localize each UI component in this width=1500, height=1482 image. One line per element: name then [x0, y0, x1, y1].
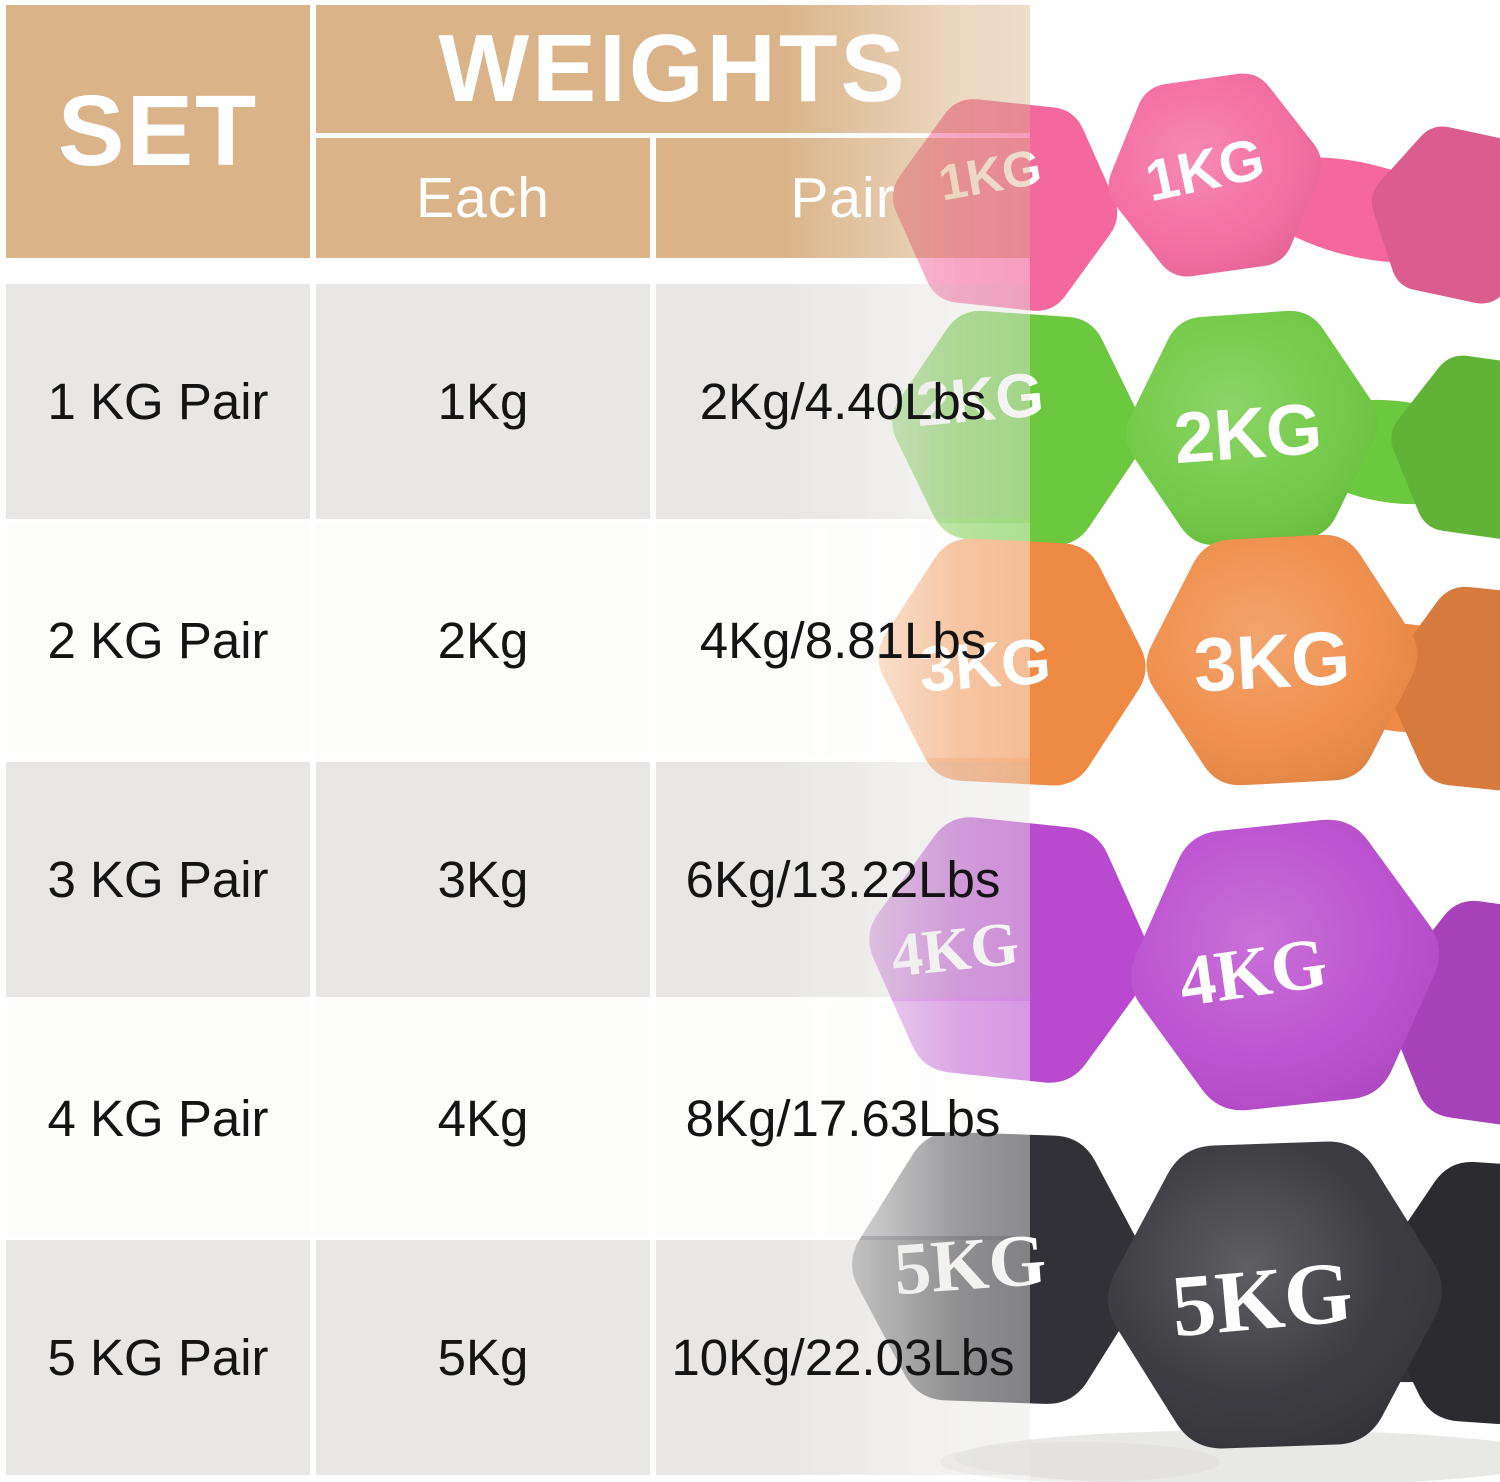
row-1kg-pair: 2Kg/4.40Lbs: [699, 373, 987, 430]
weight-label: 3KG: [1192, 615, 1353, 708]
row-5kg-each: 5Kg: [437, 1329, 529, 1386]
row-1kg-set: 1 KG Pair: [47, 373, 269, 430]
header-set-bg: [6, 5, 310, 258]
row-4kg-pair: 8Kg/17.63Lbs: [685, 1090, 1001, 1147]
weight-label: 5KG: [1168, 1244, 1357, 1356]
row-2kg-pair: 4Kg/8.81Lbs: [699, 612, 987, 669]
header-each: Each: [416, 166, 550, 230]
header-weights: WEIGHTS: [438, 15, 908, 122]
row-4kg-each: 4Kg: [437, 1090, 529, 1147]
header-pair: Pair: [790, 166, 896, 230]
row-3kg-each: 3Kg: [437, 851, 529, 908]
row-3kg-set: 3 KG Pair: [47, 851, 269, 908]
header-each-bg: [316, 138, 650, 258]
row-5kg-pair: 10Kg/22.03Lbs: [671, 1329, 1015, 1386]
header-set: SET: [57, 75, 259, 187]
row-1kg-each: 1Kg: [437, 373, 529, 430]
header-weights-bg: [316, 5, 1030, 133]
header-pair-bg: [656, 138, 1030, 258]
row-2kg-set: 2 KG Pair: [47, 612, 269, 669]
table-background: [6, 5, 1030, 1475]
row-5kg-set: 5 KG Pair: [47, 1329, 269, 1386]
row-4kg-set: 4 KG Pair: [47, 1090, 269, 1147]
row-2kg-each: 2Kg: [437, 612, 529, 669]
weight-label: 2KG: [1171, 389, 1324, 479]
weights-table: SET WEIGHTS Each Pair 1 KG Pair 1Kg 2Kg/…: [47, 15, 1015, 1386]
row-3kg-pair: 6Kg/13.22Lbs: [685, 851, 1001, 908]
